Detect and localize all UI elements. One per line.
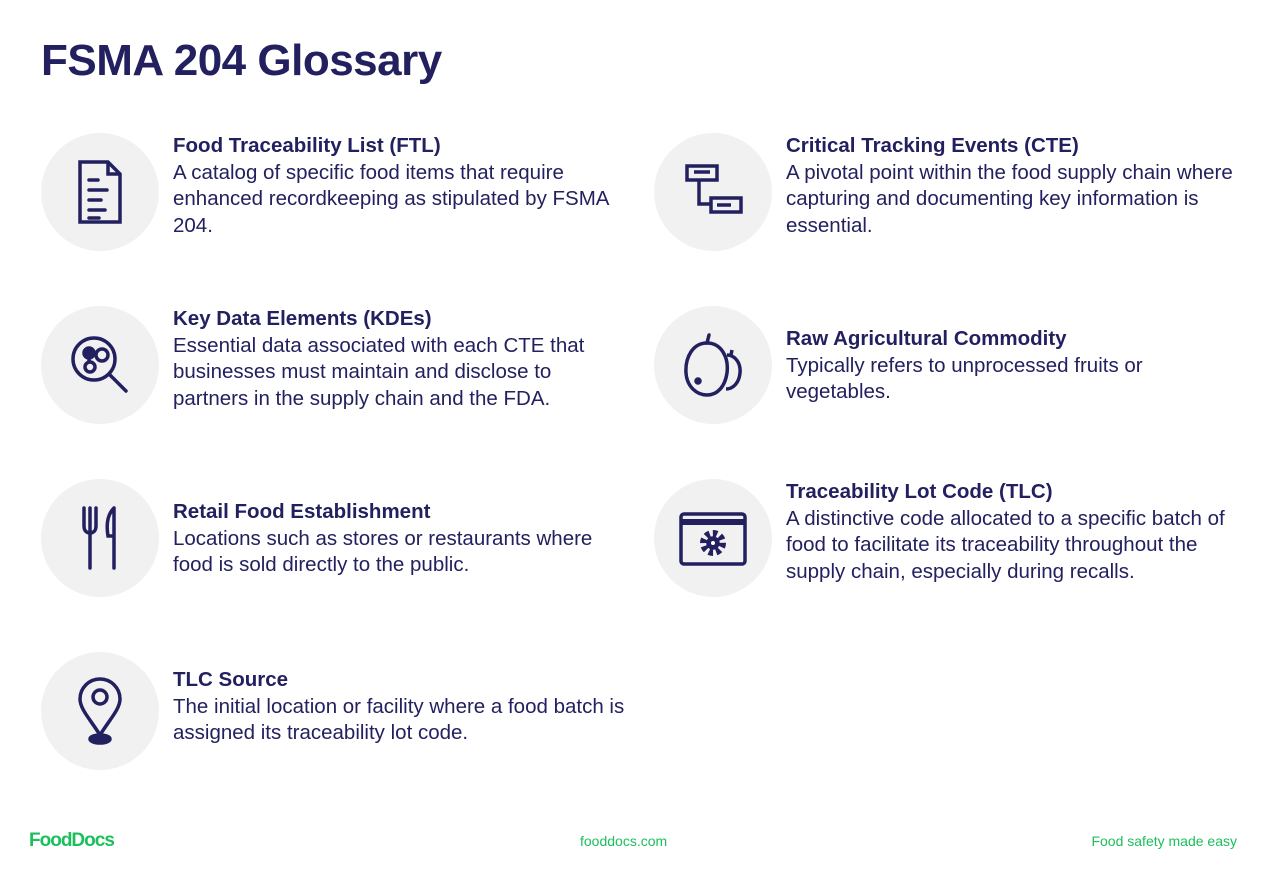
term-tlc: Traceability Lot Code (TLC) A distinctiv…: [786, 479, 1241, 585]
term-definition: Typically refers to unprocessed fruits o…: [786, 353, 1143, 404]
fork-knife-icon: [41, 479, 159, 597]
term-title: Key Data Elements (KDEs): [173, 307, 432, 330]
term-definition: A pivotal point within the food supply c…: [786, 160, 1233, 237]
term-title: Food Traceability List (FTL): [173, 134, 441, 157]
term-tlc-source: TLC Source The initial location or facil…: [173, 667, 628, 747]
term-title: Retail Food Establishment: [173, 500, 431, 523]
page-title: FSMA 204 Glossary: [41, 36, 442, 85]
flowchart-icon: [654, 133, 772, 251]
term-title: Traceability Lot Code (TLC): [786, 480, 1053, 503]
tagline: Food safety made easy: [1091, 833, 1237, 849]
term-rac: Raw Agricultural Commodity Typically ref…: [786, 326, 1241, 406]
website-link[interactable]: fooddocs.com: [580, 833, 668, 849]
magnifier-data-icon: [41, 306, 159, 424]
term-definition: A distinctive code allocated to a specif…: [786, 506, 1225, 583]
term-retail: Retail Food Establishment Locations such…: [173, 499, 628, 579]
location-pin-icon: [41, 652, 159, 770]
term-definition: A catalog of specific food items that re…: [173, 160, 609, 237]
term-title: Raw Agricultural Commodity: [786, 327, 1067, 350]
term-definition: Essential data associated with each CTE …: [173, 333, 585, 410]
term-title: TLC Source: [173, 668, 289, 691]
term-cte: Critical Tracking Events (CTE) A pivotal…: [786, 133, 1241, 239]
term-ftl: Food Traceability List (FTL) A catalog o…: [173, 133, 628, 239]
term-title: Critical Tracking Events (CTE): [786, 134, 1079, 157]
fooddocs-logo: FoodDocs: [29, 830, 115, 851]
fruit-icon: [654, 306, 772, 424]
browser-gear-icon: [654, 479, 772, 597]
term-definition: Locations such as stores or restaurants …: [173, 526, 593, 577]
term-definition: The initial location or facility where a…: [173, 694, 625, 745]
term-kde: Key Data Elements (KDEs) Essential data …: [173, 306, 628, 412]
document-icon: [41, 133, 159, 251]
